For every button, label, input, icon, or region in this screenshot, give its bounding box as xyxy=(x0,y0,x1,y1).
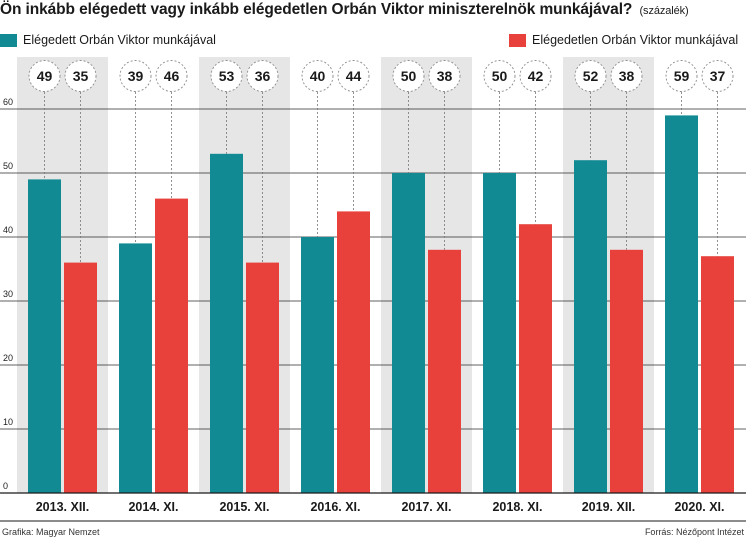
value-bubble xyxy=(337,60,370,92)
value-bubble xyxy=(483,60,516,92)
bar-dissatisfied xyxy=(155,198,188,493)
legend-label-satisfied: Elégedett Orbán Viktor munkájával xyxy=(23,33,216,47)
data-label: 59 xyxy=(674,68,690,84)
value-bubble xyxy=(246,60,279,92)
x-tick-label: 2015. XI. xyxy=(219,500,269,514)
data-label: 42 xyxy=(528,68,544,84)
data-label: 46 xyxy=(164,68,180,84)
footer-source: Forrás: Nézőpont Intézet xyxy=(644,527,744,537)
x-tick-label: 2016. XI. xyxy=(310,500,360,514)
bar-satisfied xyxy=(665,115,698,494)
x-tick-label: 2019. XII. xyxy=(582,500,636,514)
bar-satisfied xyxy=(28,179,61,493)
y-tick-label: 60 xyxy=(3,97,13,107)
value-bubble xyxy=(428,60,461,92)
bar-dissatisfied xyxy=(428,249,461,493)
legend-item-satisfied: Elégedett Orbán Viktor munkájával xyxy=(0,33,216,47)
bar-satisfied xyxy=(392,173,425,493)
value-bubble xyxy=(665,60,698,92)
bar-dissatisfied xyxy=(610,249,643,493)
y-tick-label: 10 xyxy=(3,417,13,427)
value-bubble xyxy=(301,60,334,92)
data-label: 49 xyxy=(37,68,53,84)
x-tick-label: 2013. XII. xyxy=(36,500,90,514)
x-tick-label: 2020. XI. xyxy=(674,500,724,514)
data-label: 38 xyxy=(437,68,453,84)
y-tick-label: 0 xyxy=(3,481,8,491)
value-bubble xyxy=(392,60,425,92)
footer-credit: Grafika: Magyar Nemzet xyxy=(2,527,100,537)
value-bubble xyxy=(210,60,243,92)
bar-dissatisfied xyxy=(64,262,97,493)
data-label: 39 xyxy=(128,68,144,84)
y-tick-label: 50 xyxy=(3,161,13,171)
data-label: 50 xyxy=(401,68,417,84)
data-label: 52 xyxy=(583,68,599,84)
legend-label-dissatisfied: Elégedetlen Orbán Viktor munkájával xyxy=(532,33,739,47)
value-bubble xyxy=(610,60,643,92)
data-label: 50 xyxy=(492,68,508,84)
data-label: 35 xyxy=(73,68,89,84)
bar-dissatisfied xyxy=(246,262,279,493)
y-tick-label: 20 xyxy=(3,353,13,363)
x-tick-label: 2018. XI. xyxy=(492,500,542,514)
bar-dissatisfied xyxy=(337,211,370,493)
data-label: 53 xyxy=(219,68,235,84)
y-tick-label: 30 xyxy=(3,289,13,299)
bar-satisfied xyxy=(483,173,516,493)
data-label: 37 xyxy=(710,68,726,84)
chart-title: Ön inkább elégedett vagy inkább elégedet… xyxy=(0,1,746,19)
data-label: 36 xyxy=(255,68,271,84)
data-label: 44 xyxy=(346,68,362,84)
value-bubble xyxy=(119,60,152,92)
bar-dissatisfied xyxy=(519,224,552,493)
bar-satisfied xyxy=(119,243,152,493)
value-bubble xyxy=(519,60,552,92)
value-bubble xyxy=(574,60,607,92)
value-bubble xyxy=(155,60,188,92)
value-bubble xyxy=(64,60,97,92)
bar-satisfied xyxy=(210,153,243,494)
chart-title-unit: (százalék) xyxy=(639,5,689,17)
x-tick-label: 2014. XI. xyxy=(128,500,178,514)
value-bubble xyxy=(28,60,61,92)
legend-swatch-satisfied xyxy=(0,33,17,47)
bar-satisfied xyxy=(574,160,607,493)
value-bubble xyxy=(701,60,734,92)
y-tick-label: 40 xyxy=(3,225,13,235)
bar-satisfied xyxy=(301,237,334,493)
chart-title-text: Ön inkább elégedett vagy inkább elégedet… xyxy=(0,1,633,18)
legend-item-dissatisfied: Elégedetlen Orbán Viktor munkájával xyxy=(509,33,738,47)
bar-dissatisfied xyxy=(701,256,734,493)
data-label: 40 xyxy=(310,68,326,84)
legend-swatch-dissatisfied xyxy=(509,33,526,47)
x-tick-label: 2017. XI. xyxy=(401,500,451,514)
data-label: 38 xyxy=(619,68,635,84)
